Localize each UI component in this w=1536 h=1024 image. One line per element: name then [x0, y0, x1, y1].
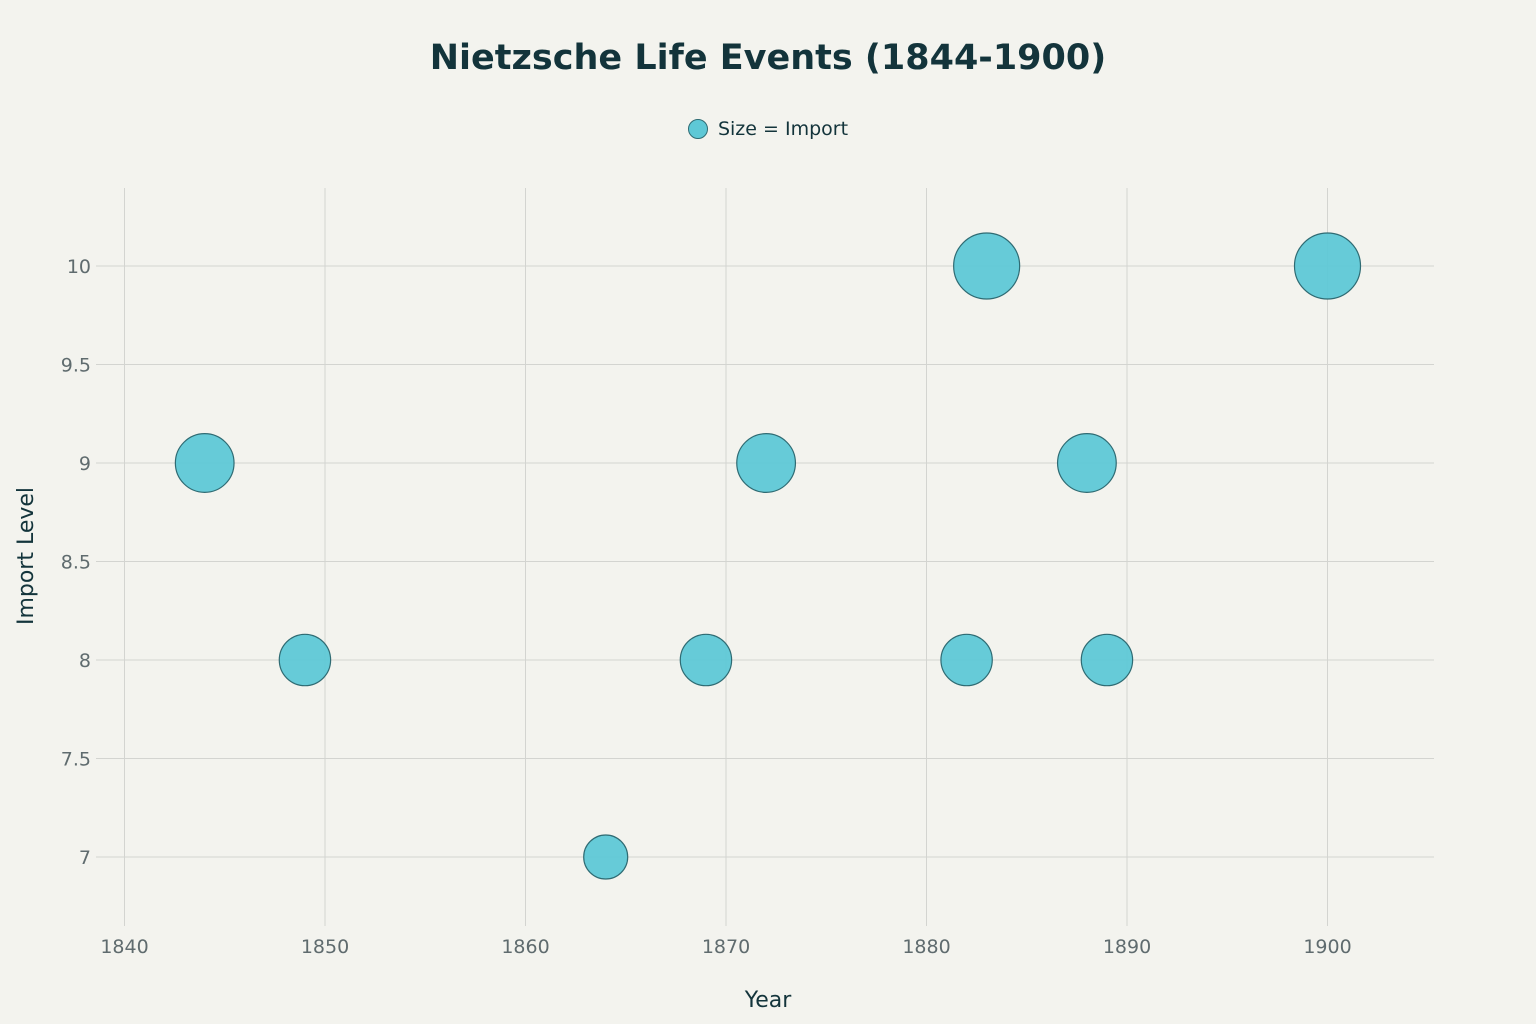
tick-labels: 1840 1850 1860 1870 1880 1890 1900 7 7.5 8 8.5 9 9.5… — [61, 256, 1352, 958]
y-tick-label: 10 — [67, 256, 91, 278]
x-axis-title: Year — [744, 988, 793, 1013]
x-tick-label: 1870 — [702, 936, 750, 958]
legend-label: Size = Import — [717, 118, 849, 140]
y-tick-label: 8.5 — [61, 552, 91, 574]
data-point[interactable] — [736, 433, 797, 493]
data-point[interactable] — [583, 834, 629, 880]
x-tick-label: 1900 — [1303, 936, 1351, 958]
data-point[interactable] — [1293, 232, 1362, 300]
data-point[interactable] — [953, 232, 1021, 300]
y-tick-label: 8 — [79, 650, 91, 672]
data-point[interactable] — [940, 633, 993, 687]
x-tick-label: 1850 — [301, 936, 349, 958]
y-tick-label: 7 — [79, 847, 91, 869]
legend[interactable]: Size = Import — [0, 118, 1536, 140]
data-points — [174, 232, 1362, 880]
y-tick-label: 7.5 — [61, 749, 91, 771]
y-tick-label: 9 — [79, 453, 91, 475]
data-point[interactable] — [1080, 633, 1134, 687]
data-point[interactable] — [278, 633, 332, 687]
x-tick-label: 1860 — [501, 936, 549, 958]
grid-lines — [96, 188, 1434, 926]
legend-marker — [687, 119, 708, 139]
y-axis-title: Import Level — [14, 487, 39, 625]
data-point[interactable] — [174, 433, 235, 493]
y-tick-label: 9.5 — [61, 355, 91, 377]
x-tick-label: 1840 — [100, 936, 148, 958]
data-point[interactable] — [679, 633, 733, 687]
chart-title: Nietzsche Life Events (1844-1900) — [429, 38, 1107, 78]
x-tick-label: 1880 — [902, 936, 950, 958]
data-point[interactable] — [1056, 433, 1117, 493]
x-tick-label: 1890 — [1103, 936, 1151, 958]
